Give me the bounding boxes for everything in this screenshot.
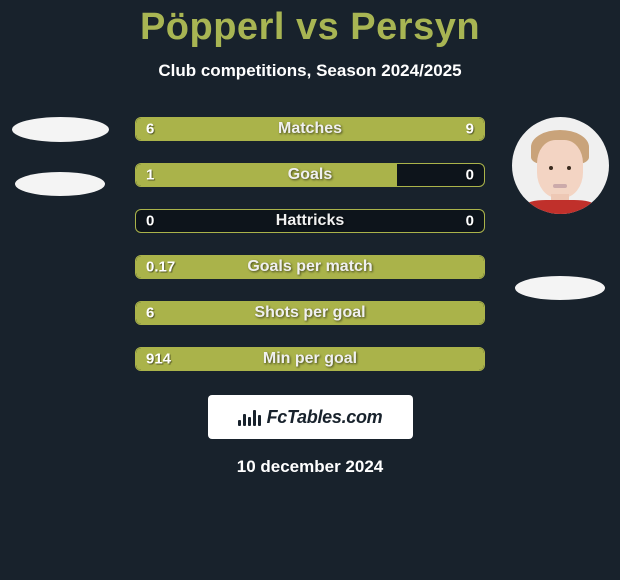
stat-bar: Hattricks 0 0 (135, 209, 485, 233)
brand-text: FcTables.com (267, 407, 383, 428)
bar-label: Hattricks (276, 212, 344, 230)
stat-bars: Matches 6 9 Goals 1 0 Hattricks 0 0 Goals per mat… (135, 117, 485, 371)
stat-bar: Matches 6 9 (135, 117, 485, 141)
bar-value-left: 914 (146, 351, 171, 368)
bar-value-left: 6 (146, 305, 154, 322)
bar-value-right: 0 (466, 213, 474, 230)
bar-value-left: 0.17 (146, 259, 175, 276)
brand-badge[interactable]: FcTables.com (208, 395, 413, 439)
right-player-shadow (515, 276, 605, 300)
stat-bar: Min per goal 914 (135, 347, 485, 371)
bar-label: Matches (278, 120, 342, 138)
stat-bar: Goals per match 0.17 (135, 255, 485, 279)
brand-chart-icon (238, 408, 261, 426)
footer-date: 10 december 2024 (237, 457, 384, 477)
page-title: Pöpperl vs Persyn (140, 6, 480, 49)
right-player-col (500, 117, 620, 300)
subtitle: Club competitions, Season 2024/2025 (158, 61, 461, 81)
stat-bar: Shots per goal 6 (135, 301, 485, 325)
bar-label: Goals per match (247, 258, 372, 276)
left-player-shadow (15, 172, 105, 196)
bar-value-left: 6 (146, 121, 154, 138)
stat-bar: Goals 1 0 (135, 163, 485, 187)
bar-fill-left (136, 164, 397, 186)
player-photo (525, 126, 595, 214)
bar-fill-left (136, 118, 275, 140)
comparison-body: Matches 6 9 Goals 1 0 Hattricks 0 0 Goals per mat… (0, 117, 620, 371)
bar-label: Shots per goal (254, 304, 365, 322)
bar-value-left: 0 (146, 213, 154, 230)
right-player-avatar (512, 117, 609, 214)
bar-value-left: 1 (146, 167, 154, 184)
bar-value-right: 0 (466, 167, 474, 184)
bar-value-right: 9 (466, 121, 474, 138)
left-player-col (0, 117, 120, 196)
comparison-card: Pöpperl vs Persyn Club competitions, Sea… (0, 0, 620, 580)
bar-label: Goals (288, 166, 332, 184)
bar-label: Min per goal (263, 350, 357, 368)
left-player-avatar (12, 117, 109, 142)
